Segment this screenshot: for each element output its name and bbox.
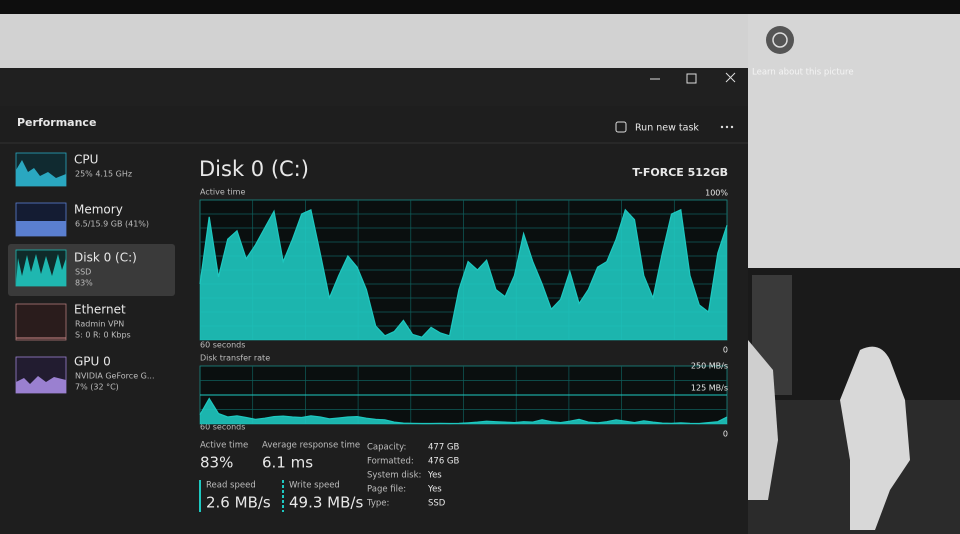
learn-about[interactable]: Learn about this picture xyxy=(752,68,854,78)
page-title: Performance xyxy=(17,116,96,129)
sidebar-detail: Radmin VPN xyxy=(75,320,124,329)
property-label: Type: xyxy=(366,499,389,509)
desktop-panel xyxy=(748,14,960,268)
sidebar-detail: NVIDIA GeForce G... xyxy=(75,372,155,381)
sidebar-detail: S: 0 R: 0 Kbps xyxy=(75,331,131,340)
property-value: Yes xyxy=(427,471,442,481)
learn-icon[interactable] xyxy=(766,26,794,54)
cpu-thumb xyxy=(15,152,67,187)
y-tick-label: 125 MB/s xyxy=(691,384,728,393)
disk-title: Disk 0 (C:) xyxy=(199,157,309,181)
line xyxy=(199,397,728,425)
learn-icon-glyph xyxy=(772,32,788,48)
more-menu[interactable] xyxy=(720,125,734,129)
title-bar xyxy=(0,68,748,106)
property-label: Capacity: xyxy=(367,443,406,453)
graph-label: Disk transfer rate xyxy=(200,354,270,363)
sidebar-detail: 25% 4.15 GHz xyxy=(75,170,132,179)
time-label: 60 seconds xyxy=(200,423,245,432)
property-value: SSD xyxy=(428,499,446,509)
run-task-icon[interactable] xyxy=(615,121,627,133)
photo-person xyxy=(840,346,910,530)
stat-value: 49.3 MB/s xyxy=(289,494,363,512)
sidebar-name[interactable]: CPU xyxy=(74,153,98,167)
disk-thumb xyxy=(15,249,67,287)
property-value: 477 GB xyxy=(428,443,460,453)
sidebar-detail: 6.5/15.9 GB (41%) xyxy=(75,220,149,229)
stat-label: Average response time xyxy=(262,441,360,451)
sidebar-detail: SSD xyxy=(75,268,91,277)
sidebar-name[interactable]: Disk 0 (C:) xyxy=(74,251,137,265)
graph-label: Active time xyxy=(200,188,245,197)
sidebar-name[interactable]: Memory xyxy=(74,203,123,217)
ethernet-thumb xyxy=(15,303,67,341)
disk-model: T-FORCE 512GB xyxy=(632,166,728,179)
gpu-thumb xyxy=(15,356,67,394)
property-value: Yes xyxy=(427,485,442,495)
stat-value: 83% xyxy=(200,454,233,472)
property-value: 476 GB xyxy=(428,457,460,467)
sidebar-name[interactable]: GPU 0 xyxy=(74,355,111,369)
line xyxy=(199,208,728,338)
area-fill xyxy=(200,209,727,340)
close[interactable] xyxy=(725,72,736,83)
stat-value: 2.6 MB/s xyxy=(206,494,271,512)
y-tick-label: 100% xyxy=(705,189,728,198)
area-fill xyxy=(200,398,727,424)
y-tick-label: 0 xyxy=(723,346,728,355)
stat-label: Read speed xyxy=(206,481,256,491)
memory-thumb xyxy=(15,202,67,237)
run-new-task[interactable]: Run new task xyxy=(635,123,699,134)
property-label: System disk: xyxy=(367,471,421,481)
sidebar-detail: 7% (32 °C) xyxy=(75,383,119,392)
stat-value: 6.1 ms xyxy=(262,454,313,472)
stat-label: Write speed xyxy=(289,481,340,491)
property-label: Page file: xyxy=(367,485,406,495)
maximize[interactable] xyxy=(686,73,697,84)
sidebar-name[interactable]: Ethernet xyxy=(74,303,126,317)
photo-person xyxy=(748,340,778,500)
sidebar-detail: 83% xyxy=(75,279,93,288)
stat-label: Active time xyxy=(200,441,248,451)
time-label: 60 seconds xyxy=(200,341,245,350)
y-tick-label: 0 xyxy=(723,430,728,439)
property-label: Formatted: xyxy=(367,457,414,467)
y-tick-label: 250 MB/s xyxy=(691,362,728,371)
